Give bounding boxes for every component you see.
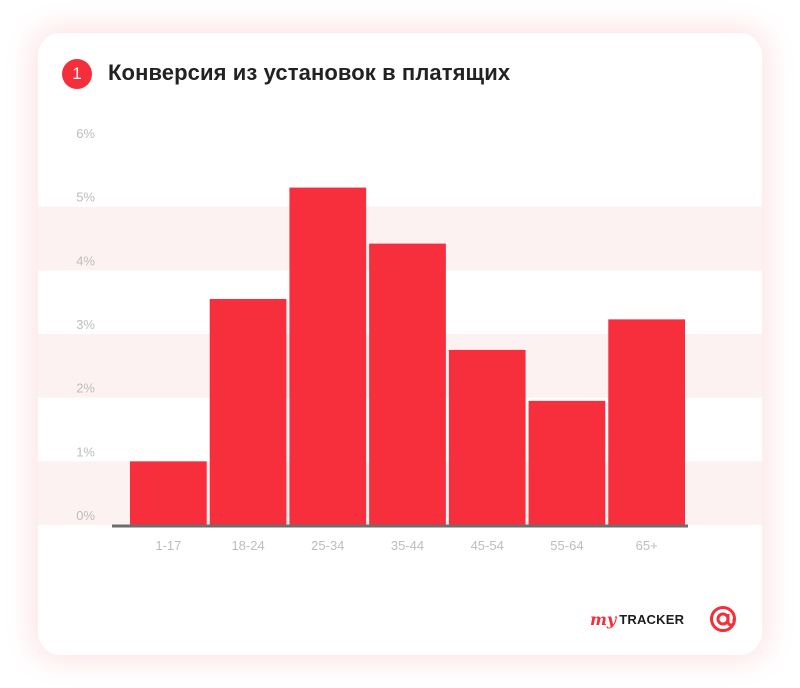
bar [448, 349, 526, 525]
bar [608, 319, 685, 525]
chart-number-badge: 1 [62, 59, 92, 89]
brand-prefix: my [590, 609, 617, 629]
y-tick-label: 5% [76, 190, 95, 205]
x-tick-label: 25-34 [311, 538, 344, 553]
y-tick-label: 1% [76, 444, 95, 459]
bar [528, 400, 606, 525]
bar [209, 298, 287, 525]
bar [289, 187, 367, 526]
at-sign-icon [710, 606, 736, 632]
x-tick-label: 45-54 [471, 538, 504, 553]
brand-name: TRACKER [619, 611, 685, 627]
y-tick-label: 0% [76, 508, 95, 523]
x-tick-label: 1-17 [155, 538, 181, 553]
bar [369, 243, 446, 526]
y-tick-label: 6% [76, 126, 95, 141]
y-tick-label: 4% [76, 253, 95, 268]
chart-title: Конверсия из установок в платящих [108, 60, 511, 85]
mytracker-logo: my TRACKER [590, 606, 684, 632]
bar [130, 461, 207, 525]
y-tick-label: 3% [76, 317, 95, 332]
x-tick-label: 18-24 [231, 538, 264, 553]
x-tick-label: 65+ [636, 538, 658, 553]
x-tick-label: 35-44 [391, 538, 424, 553]
x-tick-label: 55-64 [550, 538, 583, 553]
y-tick-label: 2% [76, 381, 95, 396]
